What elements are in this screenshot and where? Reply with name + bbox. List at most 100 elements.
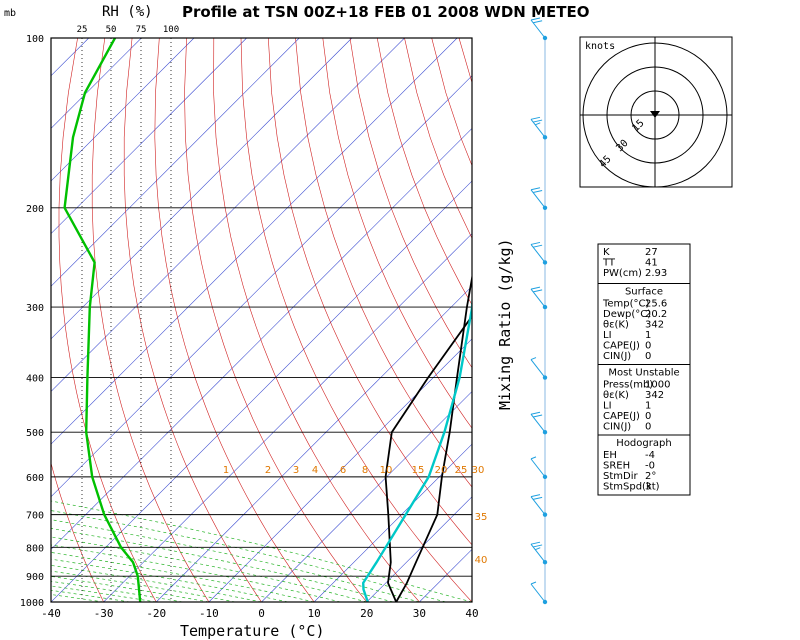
indices-top-label: K <box>603 247 610 258</box>
mixing-ratio-label: 25 <box>455 465 468 476</box>
surface-label: θε(K) <box>603 320 629 331</box>
temperature-tick-labels: -40 -30 -20 -10 0 10 20 30 40 <box>41 607 479 620</box>
mixing-ratio-label: 20 <box>435 465 448 476</box>
surface-heading: Surface <box>625 287 663 298</box>
moist-adiabat-line <box>51 528 394 602</box>
barb-feather <box>533 190 543 194</box>
most-unstable-value: 0 <box>645 411 651 422</box>
barb-feather <box>530 411 541 415</box>
temperature-tick-label: 20 <box>360 607 373 620</box>
isotherm-line <box>366 496 472 602</box>
surface-label: Dewp(°C) <box>603 309 651 320</box>
profile-series <box>63 38 472 602</box>
mixing-ratio-label: 10 <box>380 465 393 476</box>
barb-staff <box>530 543 546 563</box>
series-line-1 <box>395 273 472 602</box>
dry-adiabat-line <box>51 461 104 602</box>
temperature-tick-label: 40 <box>465 607 478 620</box>
isotherm-line <box>313 443 472 602</box>
chart-title: Profile at TSN 00Z+18 FEB 01 2008 WDN ME… <box>182 3 589 21</box>
dry-adiabat-line <box>268 38 472 546</box>
hodograph-storm-marker <box>650 111 660 118</box>
rh-tick-label: 25 <box>77 25 88 35</box>
temperature-tick-label: -30 <box>94 607 114 620</box>
pressure-tick-label: 800 <box>26 543 44 554</box>
pressure-tick-label: 700 <box>26 511 44 522</box>
most-unstable-label: Press(mb) <box>603 380 653 391</box>
rh-tick-label: 100 <box>163 25 179 35</box>
indices-top-box <box>597 243 691 284</box>
moist-adiabat-line <box>51 519 420 602</box>
most-unstable-value: 1000 <box>645 380 670 391</box>
pressure-tick-label: 1000 <box>20 598 44 609</box>
hodograph-stats-heading: Hodograph <box>616 438 671 449</box>
moist-adiabat-line <box>51 552 315 602</box>
isotherm-line <box>51 38 195 182</box>
barb-feather <box>530 456 537 460</box>
isotherm-line <box>51 180 472 602</box>
most-unstable-box <box>597 364 691 436</box>
mixing-ratio-label: 2 <box>265 465 271 476</box>
barb-feather <box>535 122 541 126</box>
rh-axis-label: RH (%) <box>102 4 153 20</box>
indices-top-label: PW(cm) <box>603 268 642 279</box>
hodograph-ring <box>630 90 680 140</box>
barb-feather <box>530 116 541 120</box>
barb-staff <box>530 583 546 603</box>
rh-guide-lines <box>81 38 172 602</box>
barb-feather <box>530 494 541 498</box>
pressure-tick-label: 200 <box>26 204 44 215</box>
surface-label: CAPE(J) <box>603 341 640 352</box>
mixing-ratio-label: 35 <box>475 512 488 523</box>
barb-staff <box>530 119 546 138</box>
hodograph-stats-value: -0 <box>645 461 655 472</box>
pressure-tick-label: 900 <box>26 572 44 583</box>
isotherm-line <box>51 38 353 340</box>
surface-value: 25.6 <box>645 299 667 310</box>
indices-top-value: 27 <box>645 247 658 258</box>
temperature-tick-label: 10 <box>308 607 321 620</box>
x-axis-label: Temperature (°C) <box>180 622 325 640</box>
surface-value: 1 <box>645 330 651 341</box>
temperature-tick-label: 30 <box>413 607 426 620</box>
dry-adiabat-line <box>376 38 472 306</box>
series-line-0 <box>384 314 472 602</box>
barb-feather <box>535 547 541 551</box>
barb-feather <box>533 289 543 293</box>
barb-staff <box>530 359 546 378</box>
y-axis-label: Mixing Ratio (g/kg) <box>496 238 514 410</box>
hodograph-stats-label: EH <box>603 450 617 461</box>
moist-adiabat-line <box>51 536 367 602</box>
mixing-ratio-label: 3 <box>293 465 299 476</box>
rh-tick-label: 75 <box>136 25 147 35</box>
moist-adiabat-line <box>51 510 446 602</box>
hodograph-stats-label: StmSpd(kt) <box>603 482 660 493</box>
barb-feather <box>533 119 543 123</box>
most-unstable-value: 1 <box>645 401 651 412</box>
mixing-ratio-label: 30 <box>472 465 485 476</box>
dry-adiabat-line <box>240 38 472 602</box>
mixing-ratio-label: 40 <box>475 555 488 566</box>
isotherm-line <box>103 233 472 602</box>
dry-adiabat-line <box>213 38 420 602</box>
mixing-ratio-label: 8 <box>362 465 368 476</box>
dry-adiabat-line <box>184 38 368 602</box>
isotherm-line <box>261 391 472 602</box>
series-line-3 <box>63 38 142 602</box>
isotherm-line <box>51 38 405 392</box>
barb-feather <box>533 244 543 248</box>
pressure-tick-label: 100 <box>26 34 44 45</box>
barb-staff <box>530 19 546 39</box>
surface-label: LI <box>603 330 612 341</box>
barb-staff <box>530 496 546 515</box>
series-line-2 <box>361 289 472 602</box>
barb-staff <box>530 288 546 308</box>
indices-top-value: 41 <box>645 258 658 269</box>
barb-feather <box>533 544 543 548</box>
pressure-tick-label: 600 <box>26 473 44 484</box>
dry-adiabat-line <box>349 38 472 369</box>
temperature-tick-label: -20 <box>146 607 166 620</box>
barb-feather <box>530 357 537 361</box>
